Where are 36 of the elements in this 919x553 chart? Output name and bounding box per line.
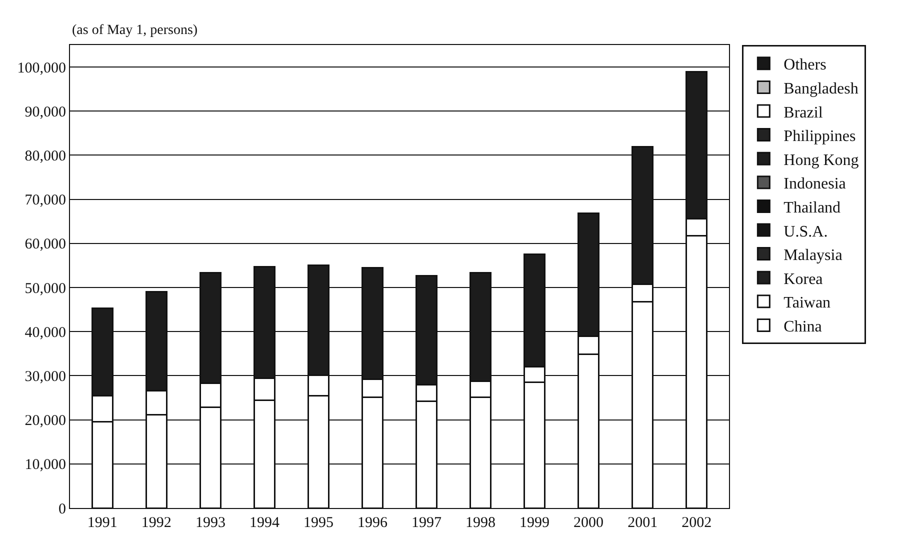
legend-label: Bangladesh [784,80,858,98]
legend-label: Taiwan [784,294,831,312]
y-tick-label: 40,000 [24,324,66,341]
legend-label: Thailand [784,199,841,216]
legend-label: Brazil [784,104,824,122]
legend-label: Philippines [784,128,856,146]
legend-label: Hong Kong [784,152,859,169]
legend-label: China [784,318,822,336]
x-tick-label: 2001 [628,515,658,531]
y-tick-label: 100,000 [17,60,66,76]
legend-label: Indonesia [784,176,846,193]
x-tick-label: 1995 [303,515,334,531]
y-tick-label: 80,000 [24,148,66,164]
y-tick-label: 0 [58,501,66,518]
x-tick-label: 2000 [574,515,604,531]
x-tick-label: 1991 [87,515,118,531]
x-tick-label: 1994 [249,515,280,531]
y-tick-label: 10,000 [24,457,66,474]
y-tick-label: 20,000 [24,413,66,430]
y-axis-title: (as of May 1, persons) [72,23,198,38]
x-tick-label: 1999 [520,515,550,531]
legend-label: U.S.A. [784,223,828,240]
y-tick-label: 50,000 [24,280,66,297]
y-tick-label: 30,000 [24,368,66,385]
legend-label: Others [784,56,826,74]
x-tick-label: 1997 [412,515,442,531]
x-tick-label: 1992 [141,515,172,531]
legend-label: Malaysia [784,247,842,264]
x-tick-label: 1996 [357,515,388,531]
y-tick-label: 70,000 [24,192,66,209]
x-tick-label: 2002 [682,515,712,531]
legend-label: Korea [784,270,823,288]
y-tick-label: 90,000 [24,104,66,120]
x-tick-label: 1998 [466,515,496,531]
x-tick-label: 1993 [195,515,226,531]
y-tick-label: 60,000 [24,236,66,253]
